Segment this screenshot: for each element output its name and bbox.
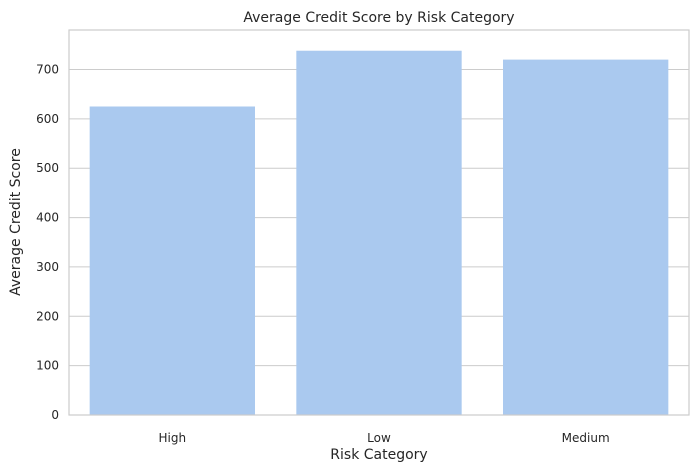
x-tick-labels: High Low Medium — [159, 431, 610, 445]
x-tick-label-medium: Medium — [562, 431, 610, 445]
bar-high — [89, 106, 256, 415]
y-tick-label: 700 — [36, 62, 59, 76]
y-tick-label: 0 — [51, 408, 59, 422]
y-axis-label: Average Credit Score — [8, 148, 24, 296]
bar-medium — [503, 59, 669, 415]
y-tick-label: 200 — [36, 309, 59, 323]
y-tick-label: 600 — [36, 112, 59, 126]
bar-low — [296, 50, 462, 415]
x-axis-label: Risk Category — [330, 447, 427, 463]
y-tick-label: 400 — [36, 211, 59, 225]
chart-title: Average Credit Score by Risk Category — [243, 10, 514, 26]
bars — [89, 50, 669, 415]
y-tick-label: 500 — [36, 161, 59, 175]
plot-frame — [68, 29, 690, 416]
x-tick-label-high: High — [159, 431, 187, 445]
y-tick-labels: 0 100 200 300 400 500 600 700 — [36, 62, 59, 422]
x-tick-label-low: Low — [367, 431, 391, 445]
y-tick-label: 100 — [36, 359, 59, 373]
y-tick-label: 300 — [36, 260, 59, 274]
